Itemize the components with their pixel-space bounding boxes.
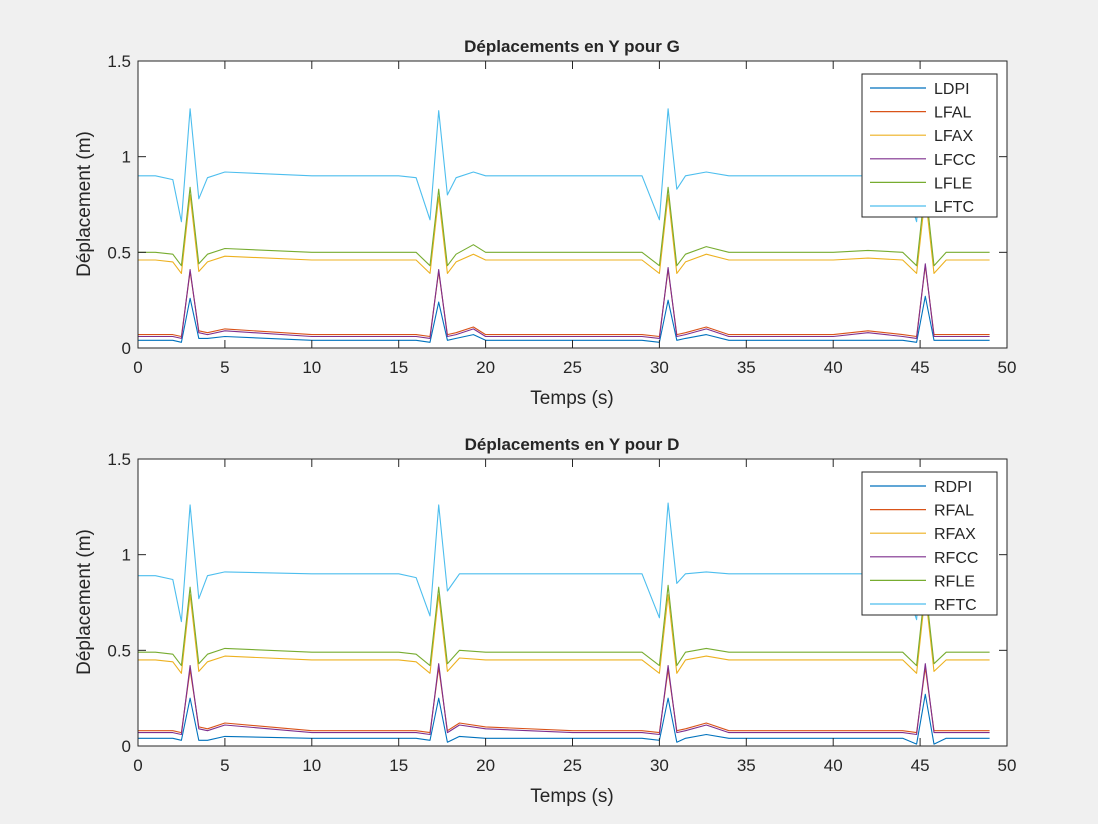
- x-tick-label: 25: [563, 358, 582, 377]
- x-tick-label: 10: [302, 756, 321, 775]
- series-line-lfax: [138, 194, 990, 274]
- x-axis-label: Temps (s): [530, 786, 613, 807]
- x-tick-label: 0: [133, 358, 142, 377]
- legend-label-lfcc: LFCC: [934, 152, 976, 169]
- x-tick-label: 0: [133, 756, 142, 775]
- y-tick-label: 1: [122, 148, 131, 167]
- series-line-rfcc: [138, 663, 990, 736]
- legend-label-ldpi: LDPI: [934, 81, 970, 98]
- legend-label-rfax: RFAX: [934, 526, 976, 543]
- legend: RDPI RFAL RFAX RFCC RFLE RFTC: [861, 471, 998, 616]
- y-tick-label: 1.5: [107, 450, 131, 469]
- series-line-rfal: [138, 667, 990, 734]
- y-tick-label: 0: [122, 339, 131, 358]
- y-tick-label: 0.5: [107, 641, 131, 660]
- series-line-lfal: [138, 265, 990, 338]
- x-tick-label: 45: [911, 756, 930, 775]
- x-tick-label: 35: [737, 358, 756, 377]
- legend-label-lfal: LFAL: [934, 105, 971, 122]
- legend-label-rfcc: RFCC: [934, 550, 978, 567]
- x-tick-label: 5: [220, 756, 229, 775]
- chart-title: Déplacements en Y pour D: [465, 435, 680, 454]
- legend-label-lfax: LFAX: [934, 128, 973, 145]
- legend-label-rftc: RFTC: [934, 597, 977, 614]
- y-tick-label: 0.5: [107, 243, 131, 262]
- legend-label-rdpi: RDPI: [934, 479, 972, 496]
- series-line-rdpi: [138, 693, 990, 745]
- legend-box: [861, 471, 998, 616]
- y-tick-label: 1.5: [107, 52, 131, 71]
- x-axis-label: Temps (s): [530, 388, 613, 409]
- y-tick-label: 0: [122, 737, 131, 756]
- legend-label-rfal: RFAL: [934, 503, 974, 520]
- x-tick-label: 5: [220, 358, 229, 377]
- x-tick-label: 25: [563, 756, 582, 775]
- x-tick-label: 15: [389, 358, 408, 377]
- series-line-lfle: [138, 184, 990, 267]
- x-tick-label: 15: [389, 756, 408, 775]
- series-line-rfle: [138, 584, 990, 667]
- x-tick-label: 20: [476, 756, 495, 775]
- x-tick-label: 50: [998, 756, 1017, 775]
- x-tick-label: 20: [476, 358, 495, 377]
- x-tick-label: 40: [824, 358, 843, 377]
- legend-box: [861, 73, 998, 218]
- subplot-right-side: 0 5 10 15 20 25 30 35 40 45 50 0 0.5 1 1.5 Déplacement…: [74, 435, 1016, 807]
- y-axis-label: Déplacement (m): [74, 131, 95, 277]
- series-line-lfcc: [138, 263, 990, 339]
- chart-title: Déplacements en Y pour G: [464, 37, 680, 56]
- x-tick-label: 35: [737, 756, 756, 775]
- x-tick-label: 30: [650, 756, 669, 775]
- legend: LDPI LFAL LFAX LFCC LFLE LFTC: [861, 73, 998, 218]
- x-tick-label: 45: [911, 358, 930, 377]
- subplot-left-side: 0 5 10 15 20 25 30 35 40 45 50 0 0.5 1 1.5 Déplacement…: [74, 37, 1016, 409]
- series-line-rfax: [138, 592, 990, 674]
- x-tick-label: 30: [650, 358, 669, 377]
- y-tick-label: 1: [122, 546, 131, 565]
- legend-label-rfle: RFLE: [934, 573, 975, 590]
- legend-label-lfle: LFLE: [934, 175, 972, 192]
- x-tick-label: 50: [998, 358, 1017, 377]
- y-axis-label: Déplacement (m): [74, 529, 95, 675]
- legend-label-lftc: LFTC: [934, 199, 974, 216]
- x-tick-label: 10: [302, 358, 321, 377]
- x-tick-label: 40: [824, 756, 843, 775]
